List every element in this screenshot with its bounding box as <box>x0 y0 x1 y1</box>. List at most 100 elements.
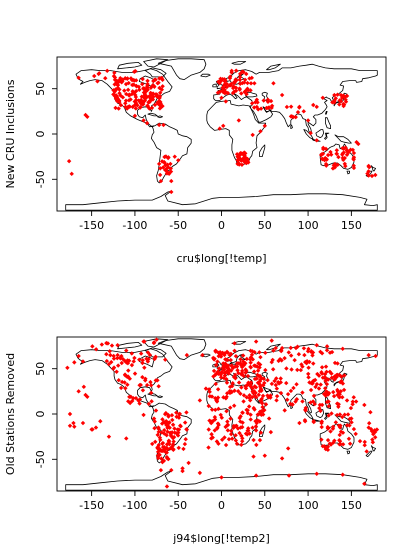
data-point <box>92 73 97 79</box>
x-tick-label: -150 <box>79 219 104 232</box>
data-point <box>246 404 252 409</box>
data-point <box>328 429 333 434</box>
landmass-north-america <box>75 68 173 128</box>
data-point <box>118 102 124 108</box>
data-point <box>169 178 174 184</box>
data-point <box>231 84 236 89</box>
data-point <box>263 402 269 407</box>
y-tick-label: 50 <box>34 82 47 96</box>
x-tick-label: 50 <box>258 219 272 232</box>
data-point <box>222 91 228 96</box>
data-point <box>162 428 167 433</box>
data-point <box>335 162 340 168</box>
data-point <box>153 77 158 82</box>
data-point <box>321 145 326 151</box>
data-point <box>340 472 345 477</box>
data-point <box>76 75 81 81</box>
data-point <box>327 369 333 374</box>
data-point <box>343 163 348 169</box>
data-point <box>248 398 253 403</box>
data-point <box>239 91 244 96</box>
data-point <box>302 352 307 358</box>
data-point <box>164 450 169 455</box>
data-point <box>124 91 129 97</box>
data-point <box>310 399 316 404</box>
data-point <box>370 437 375 442</box>
y-tick-label: 0 <box>34 411 47 418</box>
x-tick-label: -50 <box>169 219 187 232</box>
data-point <box>111 92 116 97</box>
data-point <box>244 71 249 77</box>
data-point <box>151 83 156 89</box>
data-point <box>344 152 350 157</box>
landmass-arabia-gulf <box>262 106 271 113</box>
data-point <box>141 86 146 91</box>
data-point <box>324 344 330 349</box>
data-point <box>343 99 349 104</box>
data-point <box>114 94 120 100</box>
data-point <box>236 389 241 394</box>
data-point <box>229 389 234 394</box>
data-point <box>337 412 343 417</box>
data-point <box>278 390 284 396</box>
data-point <box>272 378 277 384</box>
data-point <box>213 381 218 387</box>
data-point <box>117 98 122 103</box>
x-tick-label: -50 <box>169 499 187 512</box>
data-point <box>166 155 171 160</box>
data-point <box>282 355 287 361</box>
data-point <box>276 379 281 385</box>
data-point <box>248 81 254 86</box>
data-point <box>311 102 316 108</box>
data-point <box>153 439 158 445</box>
data-point <box>128 76 134 81</box>
data-point <box>119 379 125 385</box>
data-point <box>98 419 103 424</box>
data-point <box>249 101 255 106</box>
data-point <box>300 390 305 395</box>
data-point <box>132 78 137 83</box>
data-point <box>125 104 131 109</box>
data-point <box>126 98 132 103</box>
data-point <box>319 424 324 430</box>
data-point <box>344 93 350 99</box>
data-point <box>269 359 274 365</box>
data-point <box>250 132 255 138</box>
data-point <box>245 159 251 164</box>
data-point <box>227 384 233 390</box>
data-point <box>366 169 371 174</box>
data-point <box>211 357 217 362</box>
data-point <box>217 126 222 131</box>
plot-area <box>65 337 380 491</box>
data-point <box>109 343 115 348</box>
data-point <box>207 389 212 395</box>
data-point <box>97 71 102 76</box>
data-point <box>260 412 266 417</box>
data-point <box>314 104 319 110</box>
data-point <box>322 444 327 449</box>
data-point <box>147 352 153 358</box>
data-point <box>146 401 152 407</box>
data-point <box>170 442 176 447</box>
data-point <box>364 449 369 454</box>
data-point <box>235 368 240 373</box>
x-tick-label: 0 <box>218 219 225 232</box>
data-point <box>133 94 139 100</box>
data-point <box>253 363 258 369</box>
data-point <box>248 365 253 370</box>
data-point <box>346 436 352 441</box>
data-point <box>112 70 117 76</box>
data-point <box>169 412 175 418</box>
data-point <box>209 394 215 399</box>
data-point <box>133 106 139 111</box>
data-point <box>200 352 205 358</box>
data-point <box>329 152 334 157</box>
data-point <box>284 104 290 110</box>
data-point <box>221 367 227 372</box>
data-point <box>239 442 244 447</box>
data-point <box>217 349 223 355</box>
data-point <box>341 102 347 107</box>
landmass-nz-south <box>365 450 373 458</box>
data-point <box>239 162 245 167</box>
data-point <box>294 382 299 387</box>
